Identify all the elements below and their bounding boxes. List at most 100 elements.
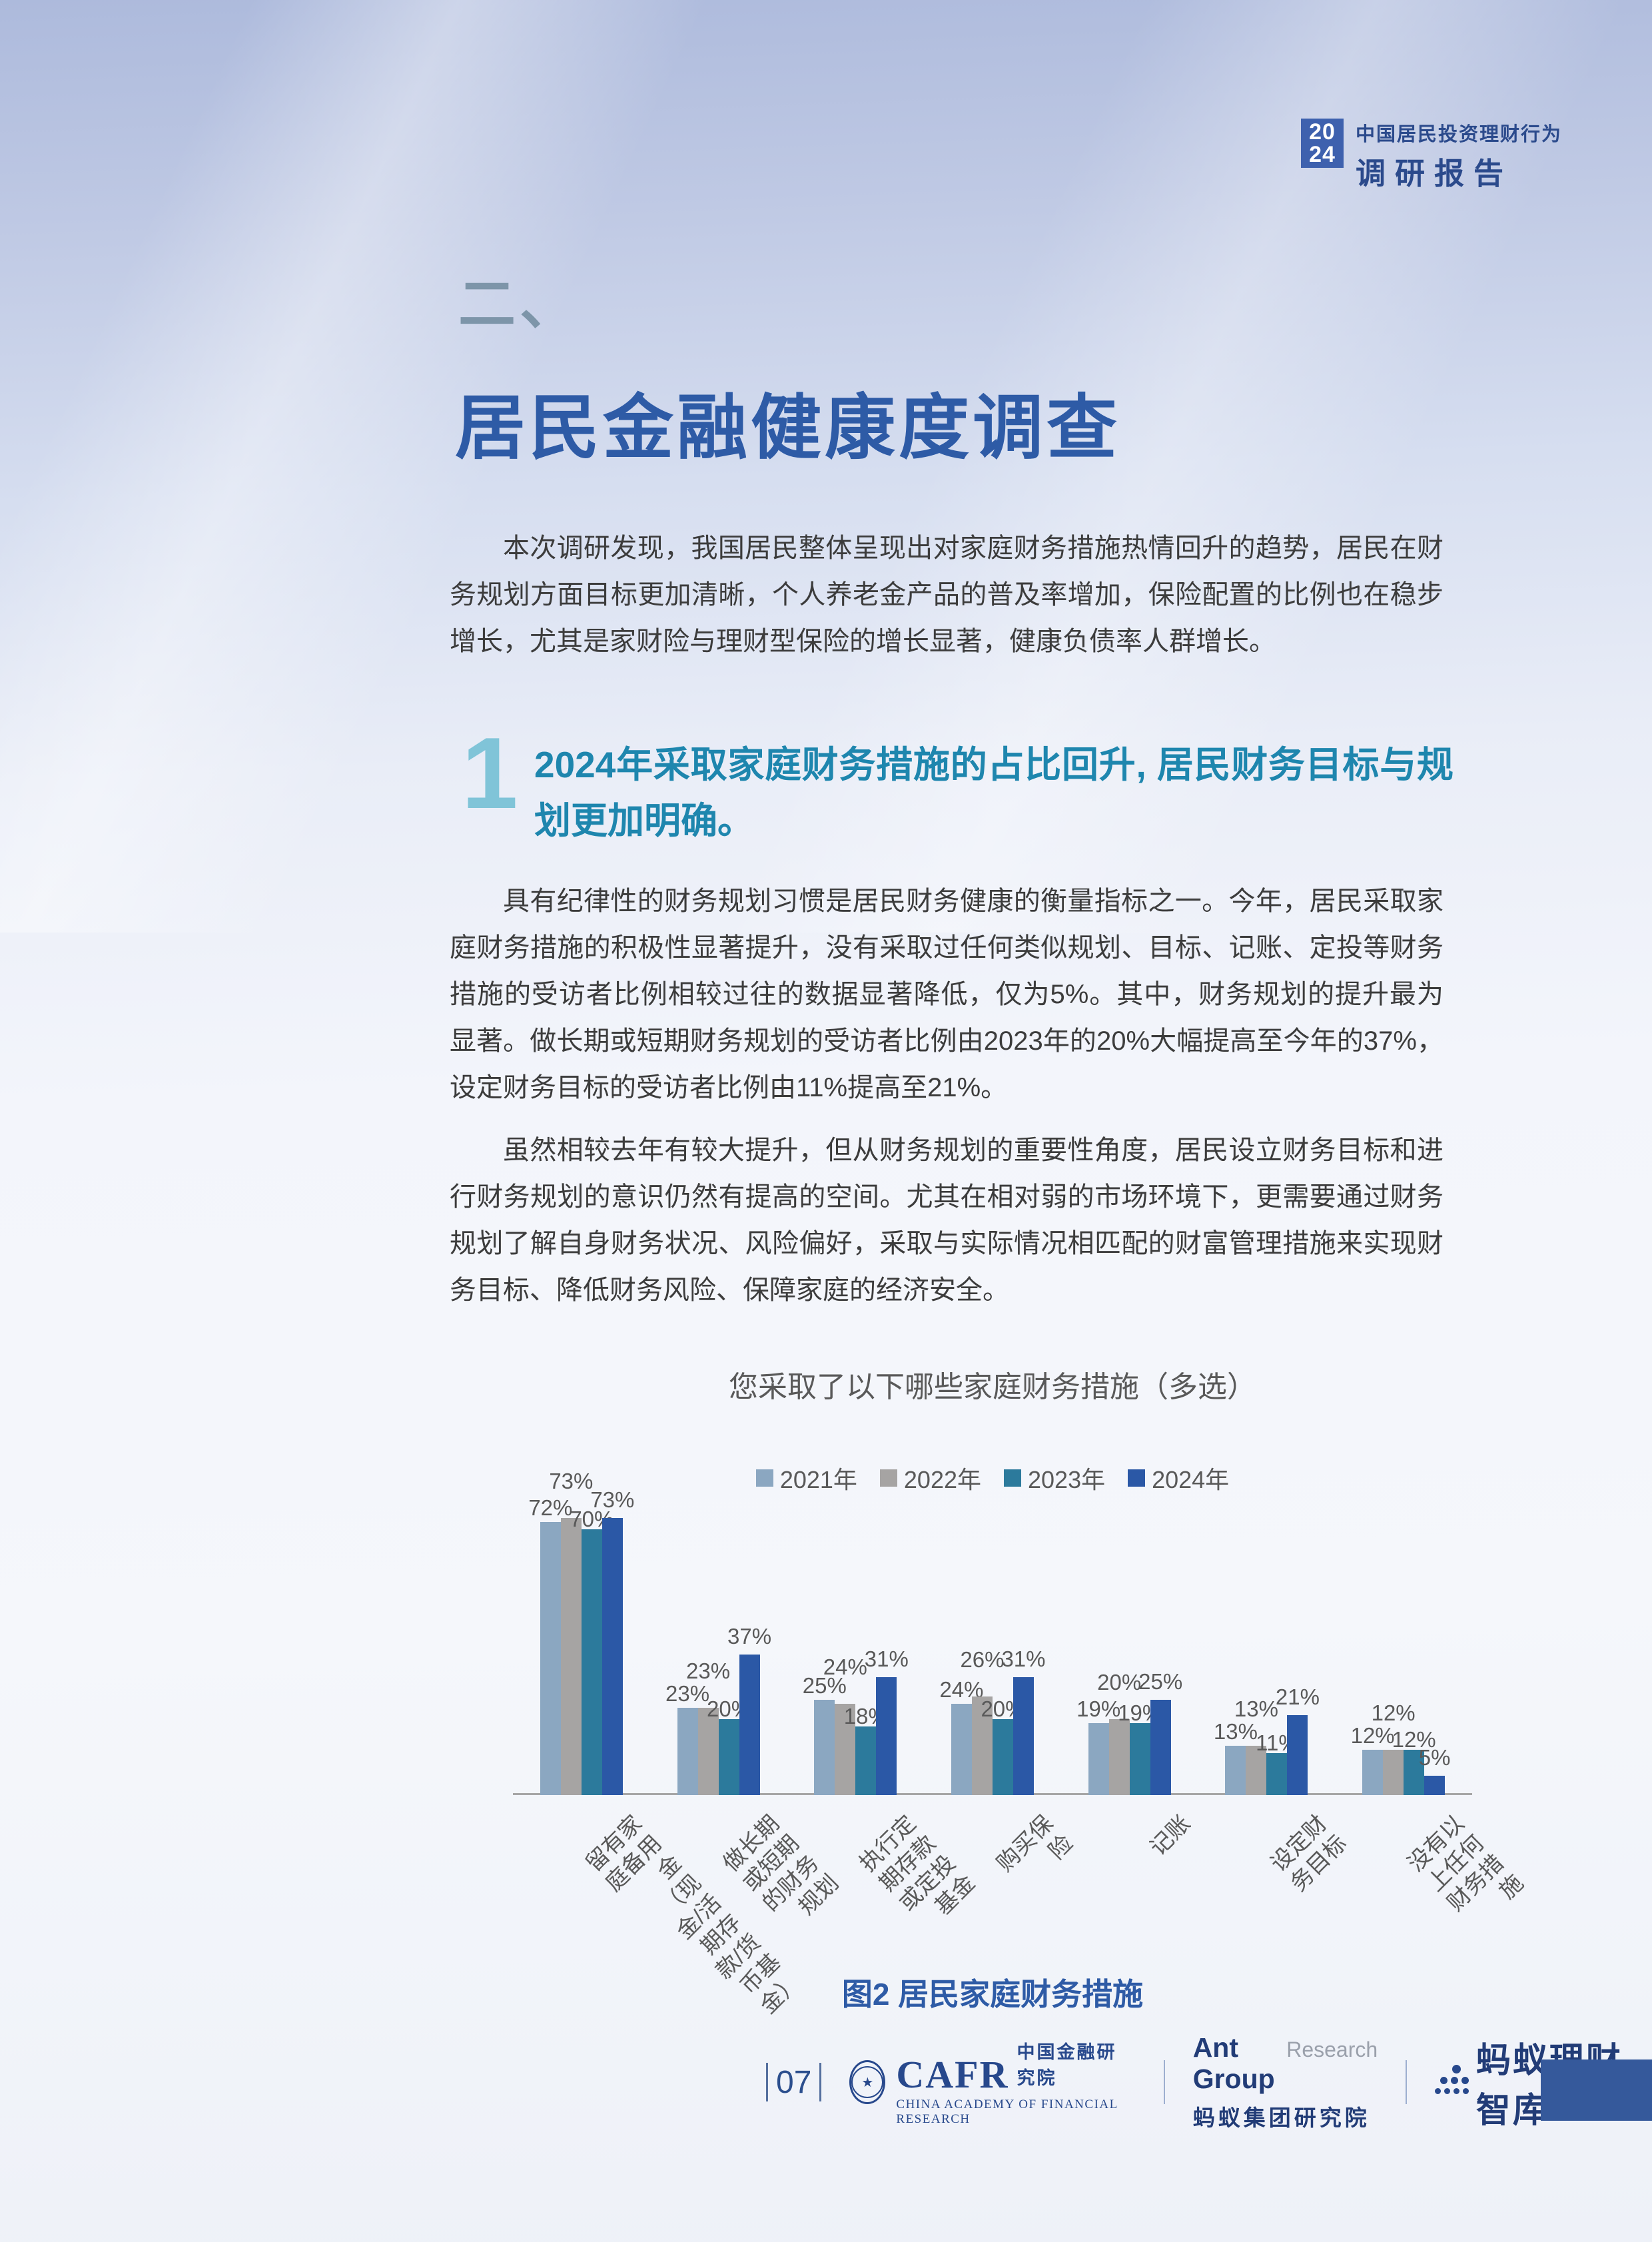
report-subtitle: 中国居民投资理财行为	[1356, 124, 1563, 145]
bar-2022年	[697, 1708, 719, 1795]
ant-dots-icon	[1434, 2065, 1469, 2099]
data-label: 72%	[528, 1495, 573, 1520]
legend-item-2022年: 2022年	[879, 1461, 981, 1495]
report-logo-text: 中国居民投资理财行为 调研报告	[1356, 119, 1562, 192]
data-label: 23%	[665, 1681, 710, 1706]
cafr-row: CAFR 中国金融研究院	[896, 2038, 1136, 2096]
data-label: 31%	[1001, 1647, 1046, 1671]
data-label: 5%	[1418, 1745, 1451, 1770]
ant-research-en: Research	[1286, 2038, 1378, 2061]
ant-dot	[1453, 2088, 1459, 2094]
data-label: 12%	[1392, 1727, 1436, 1752]
data-label: 37%	[727, 1624, 772, 1649]
body-paragraph-2: 虽然相较去年有较大提升，但从财务规划的重要性角度，居民设立财务目标和进行财务规划…	[450, 1136, 1444, 1305]
data-label: 19%	[1076, 1696, 1121, 1721]
bar-2022年	[1383, 1750, 1404, 1795]
subsection-heading: 2024年采取家庭财务措施的占比回升, 居民财务目标与规划更加明确。	[534, 744, 1453, 841]
bar-2021年	[1362, 1750, 1384, 1795]
bar-2021年	[677, 1708, 698, 1795]
data-label: 24%	[823, 1655, 867, 1679]
category-label: 执行定期存款或定投基金	[855, 1810, 981, 1920]
legend-label: 2022年	[903, 1466, 981, 1493]
chart-legend: 2021年 2022年 2023年 2024年	[513, 1461, 1472, 1495]
data-label: 73%	[590, 1487, 635, 1512]
legend-label: 2021年	[779, 1466, 857, 1493]
legend-swatch	[879, 1469, 897, 1487]
legend-label: 2023年	[1028, 1466, 1106, 1493]
bar-2023年	[855, 1726, 877, 1795]
page-footer: 07 ★ CAFR 中国金融研究院 CHINA ACADEMY OF FINAN…	[766, 2032, 1652, 2130]
chart-title: 您采取了以下哪些家庭财务措施（多选）	[729, 1371, 1256, 1403]
legend-swatch	[1004, 1469, 1021, 1487]
page-number-bar-left	[766, 2063, 768, 2101]
bar-2021年	[540, 1522, 561, 1795]
chapter-number: 二、	[458, 272, 581, 336]
bar-2023年	[718, 1719, 739, 1795]
ant-group-row: Ant Group Research	[1193, 2032, 1378, 2095]
category-label: 购买保险	[992, 1810, 1078, 1877]
ant-dot	[1444, 2088, 1450, 2094]
ant-dot	[1434, 2088, 1441, 2094]
bar-2021年	[814, 1700, 835, 1795]
bar-2022年	[1108, 1719, 1130, 1795]
data-label: 12%	[1371, 1700, 1416, 1725]
bar-chart: 72% 73% 70% 73% 留有家庭备用金 （现金/活期存款/货币基金） 23% 23%…	[513, 1469, 1529, 2019]
bar-group: 13% 13% 11% 21% 设定财务目标	[1198, 1489, 1352, 1896]
page-number: 07	[766, 2063, 822, 2101]
bar-2022年	[835, 1704, 856, 1795]
page-title: 居民金融健康度调查	[455, 389, 1120, 468]
cafr-name-en: CHINA ACADEMY OF FINANCIAL RESEARCH	[896, 2097, 1118, 2126]
legend-item-2021年: 2021年	[755, 1461, 857, 1495]
report-logo: 20 24 中国居民投资理财行为 调研报告	[1301, 119, 1562, 192]
cafr-seal-inner: ★	[851, 2066, 884, 2098]
legend-swatch	[1128, 1469, 1146, 1487]
data-label: 13%	[1234, 1696, 1278, 1721]
bar-group: 19% 20% 19% 25% 记账	[1061, 1489, 1198, 1860]
page-number-bar-right	[819, 2063, 822, 2101]
bar-group: 12% 12% 12% 5% 没有以上任何财务措施	[1335, 1489, 1529, 1916]
bar-2023年	[581, 1529, 602, 1795]
bar-2024年	[739, 1655, 760, 1795]
data-label: 25%	[1138, 1669, 1183, 1694]
report-title: 调研报告	[1356, 157, 1513, 190]
data-label: 23%	[686, 1659, 731, 1683]
cafr-acronym: CAFR	[896, 2053, 1009, 2096]
corner-accent-block	[1541, 2059, 1652, 2121]
figure-caption: 图2 居民家庭财务措施	[841, 1977, 1144, 2012]
bar-group: 72% 73% 70% 73% 留有家庭备用金 （现金/活期存款/货币基金）	[513, 1469, 805, 2019]
bar-2023年	[1404, 1750, 1425, 1795]
bar-2024年	[602, 1518, 623, 1795]
body-paragraph-1: 具有纪律性的财务规划习惯是居民财务健康的衡量指标之一。今年，居民采取家庭财务措施…	[450, 887, 1444, 1102]
ant-dot	[1451, 2065, 1461, 2073]
bar-2023年	[1266, 1753, 1288, 1795]
category-label: 没有以上任何财务措施	[1403, 1810, 1529, 1916]
cafr-name-cn: 中国金融研究院	[1017, 2042, 1117, 2088]
bar-2024年	[1013, 1677, 1034, 1795]
bar-2021年	[951, 1704, 972, 1795]
ant-dot	[1461, 2077, 1469, 2084]
legend-item-2023年: 2023年	[1004, 1461, 1105, 1495]
bar-2024年	[1150, 1700, 1171, 1795]
data-label: 26%	[960, 1647, 1005, 1672]
ant-group-logo: Ant Group Research 蚂蚁集团研究院	[1193, 2032, 1378, 2132]
ant-dot	[1440, 2077, 1447, 2084]
bar-2022年	[971, 1696, 993, 1795]
intro-paragraph: 本次调研发现，我国居民整体呈现出对家庭财务措施热情回升的趋势，居民在财务规划方面…	[450, 534, 1444, 656]
footer-divider	[1406, 2060, 1407, 2104]
cafr-logo-text: CAFR 中国金融研究院 CHINA ACADEMY OF FINANCIAL …	[896, 2038, 1136, 2127]
bar-2023年	[992, 1719, 1013, 1795]
bar-2022年	[560, 1518, 582, 1795]
data-label: 20%	[1097, 1670, 1142, 1694]
cafr-seal-icon: ★	[849, 2060, 886, 2104]
data-label: 25%	[802, 1673, 847, 1698]
data-label: 12%	[1350, 1723, 1395, 1748]
data-label: 21%	[1275, 1684, 1320, 1709]
data-label: 73%	[549, 1469, 594, 1493]
bar-group: 23% 23% 20% 37% 做长期或短期的财务规划	[650, 1489, 843, 1920]
ant-dot	[1462, 2088, 1469, 2094]
year-top: 20	[1309, 119, 1336, 145]
bar-2022年	[1246, 1746, 1267, 1795]
legend-label: 2024年	[1152, 1466, 1230, 1493]
bar-group: 25% 24% 18% 31% 执行定期存款或定投基金	[787, 1489, 981, 1920]
